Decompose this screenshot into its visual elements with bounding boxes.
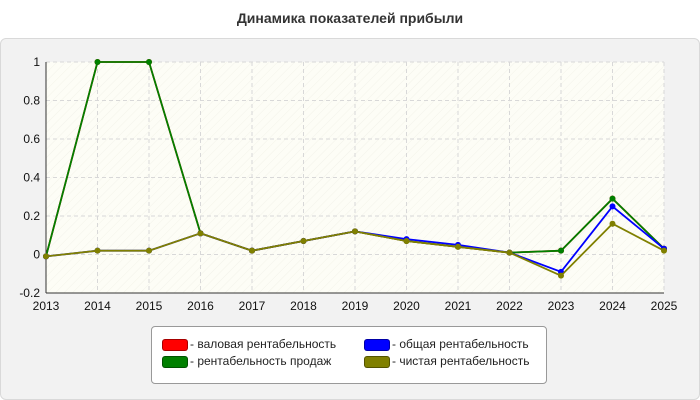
legend: - валовая рентабельность - рентабельност… — [151, 326, 547, 384]
data-point — [352, 228, 358, 235]
data-point — [94, 247, 101, 254]
x-tick-label: 2023 — [548, 299, 575, 313]
y-tick-labels: -0.2 0 0.2 0.4 0.6 0.8 1 — [19, 55, 40, 300]
data-point — [403, 238, 410, 245]
legend-swatch-net-margin — [364, 356, 390, 368]
legend-label-gross-margin: - валовая рентабельность — [190, 337, 337, 351]
y-tick-label: 1 — [33, 55, 40, 69]
x-tick-label: 2022 — [496, 299, 523, 313]
data-point — [146, 59, 152, 65]
y-tick-label: 0 — [33, 248, 40, 262]
x-tick-label: 2016 — [187, 299, 214, 313]
x-tick-labels: 2013 2014 2015 2016 2017 2018 2019 2020 2021 2022… — [33, 299, 678, 313]
legend-label-sales-margin: - рентабельность продаж — [190, 354, 332, 368]
data-point — [43, 253, 49, 260]
y-tick-label: 0.8 — [23, 94, 40, 108]
data-point — [300, 238, 307, 245]
legend-swatch-gross-margin — [162, 339, 188, 351]
data-point — [146, 247, 152, 254]
data-point — [609, 203, 616, 210]
y-tick-label: 0.4 — [23, 171, 40, 185]
data-point — [661, 247, 667, 254]
legend-swatch-sales-margin — [162, 356, 188, 368]
data-point — [609, 220, 616, 227]
x-tick-label: 2025 — [651, 299, 678, 313]
data-point — [94, 59, 101, 65]
data-point — [455, 243, 461, 250]
legend-label-total-margin: - общая рентабельность — [392, 337, 529, 351]
x-tick-label: 2024 — [599, 299, 626, 313]
legend-swatch-total-margin — [364, 339, 390, 351]
data-point — [609, 195, 616, 202]
data-point — [249, 247, 255, 254]
data-point — [506, 249, 513, 256]
x-tick-label: 2014 — [84, 299, 111, 313]
data-point — [558, 272, 564, 279]
x-tick-label: 2021 — [445, 299, 472, 313]
x-tick-label: 2020 — [393, 299, 420, 313]
y-tick-label: -0.2 — [19, 286, 40, 300]
x-tick-label: 2018 — [290, 299, 317, 313]
data-point — [558, 247, 564, 254]
chart-title: Динамика показателей прибыли — [236, 10, 464, 26]
x-tick-label: 2015 — [136, 299, 163, 313]
x-tick-label: 2013 — [33, 299, 60, 313]
series-3 — [43, 220, 667, 279]
y-tick-label: 0.6 — [23, 132, 40, 146]
data-point — [197, 230, 204, 237]
legend-label-net-margin: - чистая рентабельность — [392, 354, 530, 368]
x-tick-label: 2017 — [239, 299, 266, 313]
series-group — [43, 59, 667, 279]
x-tick-label: 2019 — [342, 299, 369, 313]
y-tick-label: 0.2 — [23, 209, 40, 223]
